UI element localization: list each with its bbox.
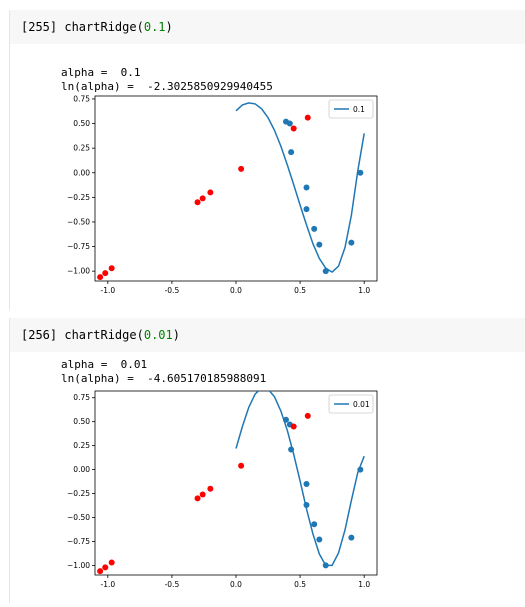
- red-data-point: [195, 495, 201, 501]
- y-tick-label: 0.00: [73, 465, 90, 474]
- axes-frame: [95, 391, 377, 575]
- x-tick-label: 1.0: [358, 580, 370, 589]
- blue-data-point: [311, 521, 317, 527]
- y-tick-label: −0.25: [67, 489, 90, 498]
- legend-label: 0.01: [353, 400, 370, 409]
- red-data-point: [102, 564, 108, 570]
- blue-data-point: [288, 446, 294, 452]
- y-tick-label: −1.00: [67, 561, 90, 570]
- y-tick-label: 0.75: [73, 393, 90, 402]
- y-tick-label: −0.75: [67, 537, 90, 546]
- red-data-point: [207, 486, 213, 492]
- x-tick-label: 0.0: [230, 580, 242, 589]
- y-tick-label: 0.50: [73, 417, 90, 426]
- red-data-point: [305, 413, 311, 419]
- red-data-point: [291, 423, 297, 429]
- red-data-point: [97, 568, 103, 574]
- red-data-point: [109, 560, 115, 566]
- blue-data-point: [316, 537, 322, 543]
- x-tick-label: 0.5: [294, 580, 306, 589]
- blue-data-point: [304, 502, 310, 508]
- blue-data-point: [357, 467, 363, 473]
- x-tick-label: -0.5: [165, 580, 180, 589]
- blue-data-point: [283, 417, 289, 423]
- blue-data-point: [323, 562, 329, 568]
- x-tick-label: -1.0: [100, 580, 115, 589]
- series-line: [236, 388, 364, 565]
- y-tick-label: −0.50: [67, 513, 90, 522]
- blue-data-point: [348, 535, 354, 541]
- blue-data-point: [304, 481, 310, 487]
- y-tick-label: 0.25: [73, 441, 90, 450]
- red-data-point: [238, 463, 244, 469]
- red-data-point: [200, 492, 206, 498]
